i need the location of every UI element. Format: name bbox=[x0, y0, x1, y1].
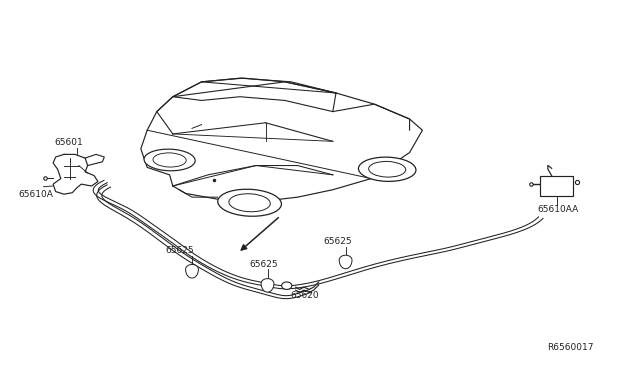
Ellipse shape bbox=[144, 149, 195, 171]
Ellipse shape bbox=[153, 153, 186, 167]
Text: 65625: 65625 bbox=[250, 260, 278, 269]
Text: 65625: 65625 bbox=[323, 237, 352, 246]
Ellipse shape bbox=[282, 282, 292, 289]
Ellipse shape bbox=[229, 194, 270, 212]
Text: 65620: 65620 bbox=[291, 291, 319, 300]
Text: R6560017: R6560017 bbox=[547, 343, 594, 352]
Polygon shape bbox=[261, 279, 274, 292]
Ellipse shape bbox=[358, 157, 416, 182]
Polygon shape bbox=[339, 255, 352, 269]
Ellipse shape bbox=[218, 189, 282, 216]
Ellipse shape bbox=[369, 161, 406, 177]
Text: 65625: 65625 bbox=[165, 246, 194, 255]
Polygon shape bbox=[186, 264, 198, 278]
Text: 65601: 65601 bbox=[54, 138, 83, 147]
Text: 65610A: 65610A bbox=[18, 190, 52, 199]
Text: 65610AA: 65610AA bbox=[538, 205, 579, 214]
Bar bbox=[540, 176, 573, 196]
